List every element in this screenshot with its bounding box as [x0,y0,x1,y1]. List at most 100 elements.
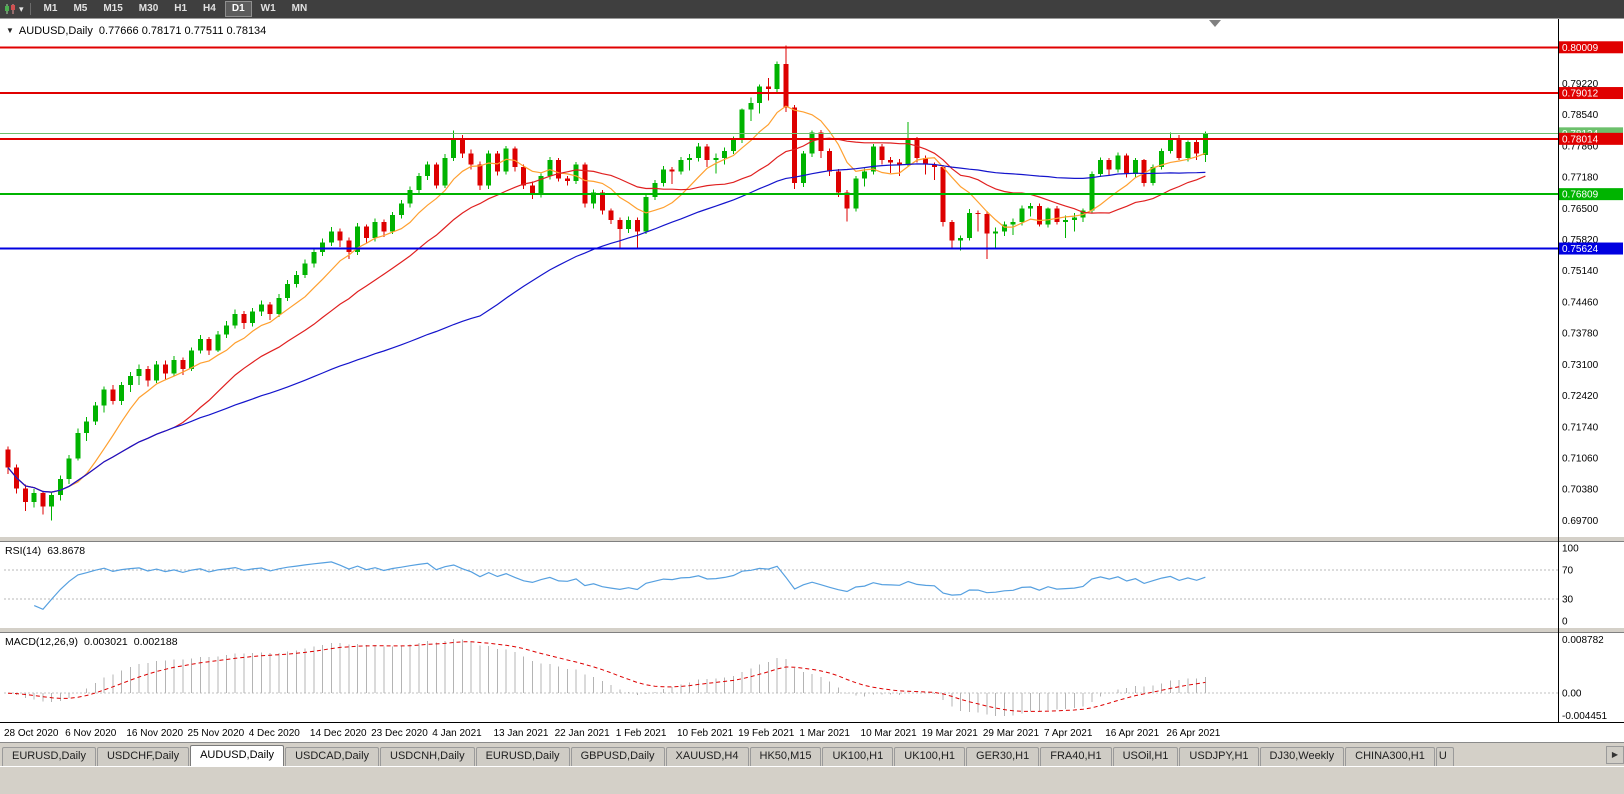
rsi-scale-label: 30 [1562,595,1574,606]
price-tag-0.75624: 0.75624 [1559,242,1623,255]
svg-text:0.78540: 0.78540 [1562,110,1599,121]
chart-tab-hk50-m15-8[interactable]: HK50,M15 [749,747,822,766]
svg-text:0.73100: 0.73100 [1562,360,1599,371]
date-label: 7 Apr 2021 [1044,728,1093,739]
price-tag-0.78014: 0.78014 [1559,132,1623,145]
svg-text:0.70380: 0.70380 [1562,485,1599,496]
chart-tab-xauusd-h4-7[interactable]: XAUUSD,H4 [665,747,749,766]
chart-tab-uk100-h1-10[interactable]: UK100,H1 [894,747,966,766]
rsi-scale-label: 0 [1562,617,1568,628]
svg-text:0.77860: 0.77860 [1562,141,1599,152]
ma-fast-line [7,105,1206,493]
date-label: 1 Feb 2021 [616,728,667,739]
macd-histogram [16,639,1206,716]
svg-text:0.76500: 0.76500 [1562,204,1599,215]
chart-tab-usdchf-daily-1[interactable]: USDCHF,Daily [96,747,190,766]
chart-canvas[interactable]: 0.79220 0.78540 0.77860 0.77180 0.76500 0.758… [0,18,1624,742]
date-label: 10 Feb 2021 [677,728,734,739]
svg-text:0.71060: 0.71060 [1562,453,1599,464]
chart-tab-usdcad-daily-3[interactable]: USDCAD,Daily [285,747,380,766]
tabbar-scroll-right-button[interactable]: ▶ [1606,746,1624,764]
time-axis[interactable]: 28 Oct 2020 6 Nov 2020 16 Nov 2020 25 Nov 2… [4,728,1221,739]
panel-separator[interactable] [0,536,1624,542]
timeframe-button-m30[interactable]: M30 [138,3,159,14]
svg-text:0.80009: 0.80009 [1562,43,1599,54]
date-label: 16 Apr 2021 [1105,728,1159,739]
macd-signal-line [7,641,1206,712]
date-label: 14 Dec 2020 [310,728,367,739]
svg-text:0.75140: 0.75140 [1562,266,1599,277]
candlestick-chart-icon [5,4,15,14]
chart-tab-u-17[interactable]: U [1435,747,1454,766]
ma-medium-line [7,137,1206,493]
date-label: 25 Nov 2020 [188,728,245,739]
rsi-scale-label: 70 [1562,565,1574,576]
svg-text:0.78014: 0.78014 [1562,134,1599,145]
date-label: 23 Dec 2020 [371,728,428,739]
macd-scale-label: 0.00 [1562,689,1582,700]
status-bar [0,766,1624,794]
chart-tab-dj30-weekly-15[interactable]: DJ30,Weekly [1259,747,1345,766]
date-label: 6 Nov 2020 [65,728,117,739]
timeframe-button-m15[interactable]: M15 [103,3,123,14]
date-label: 1 Mar 2021 [799,728,850,739]
chart-tab-usoil-h1-13[interactable]: USOil,H1 [1112,747,1179,766]
svg-text:0.73780: 0.73780 [1562,329,1599,340]
svg-text:0.69700: 0.69700 [1562,516,1599,527]
timeframe-button-w1[interactable]: W1 [260,3,276,14]
date-label: 22 Jan 2021 [555,728,610,739]
date-label: 4 Dec 2020 [249,728,301,739]
macd-panel: 0.008782 0.00 -0.004451 [4,635,1607,722]
svg-text:0.75624: 0.75624 [1562,244,1599,255]
chart-tab-china300-h1-16[interactable]: CHINA300,H1 [1345,747,1435,766]
chart-tab-eurusd-daily-5[interactable]: EURUSD,Daily [475,747,570,766]
timeframe-button-d1[interactable]: D1 [224,1,252,17]
rsi-scale-label: 100 [1562,544,1579,555]
chart-tab-uk100-h1-9[interactable]: UK100,H1 [822,747,894,766]
ma-slow-line [7,163,1206,493]
chart-tab-fra40-h1-12[interactable]: FRA40,H1 [1040,747,1112,766]
svg-text:0.71740: 0.71740 [1562,422,1599,433]
timeframe-button-h4[interactable]: H4 [203,3,216,14]
timeframe-button-m5[interactable]: M5 [73,3,88,14]
svg-text:0.79220: 0.79220 [1562,79,1599,90]
price-tag-0.76809: 0.76809 [1559,188,1623,201]
price-tag-0.80009: 0.80009 [1559,41,1623,54]
chart-shift-marker[interactable] [1209,20,1221,27]
chart-tab-audusd-daily-2[interactable]: AUDUSD,Daily [190,745,285,766]
collapse-indicators-icon[interactable]: ▼ [6,26,14,35]
macd-scale-label: -0.004451 [1562,711,1607,722]
timeframe-buttons: M1 M5 M15 M30 H1 H4 D1 W1 MN [36,1,316,17]
date-label: 13 Jan 2021 [493,728,548,739]
chart-type-icon[interactable]: ▾ [4,3,24,15]
chart-tab-usdjpy-h1-14[interactable]: USDJPY,H1 [1179,747,1259,766]
svg-text:0.76809: 0.76809 [1562,190,1599,201]
timeframe-button-mn[interactable]: MN [291,3,308,14]
panel-separator[interactable] [0,627,1624,633]
macd-scale-label: 0.008782 [1562,635,1604,646]
chart-tab-gbpusd-daily-6[interactable]: GBPUSD,Daily [570,747,665,766]
date-label: 19 Mar 2021 [922,728,979,739]
price-scale-labels: 0.79220 0.78540 0.77860 0.77180 0.76500 0.758… [1562,79,1599,527]
price-tag-0.79012: 0.79012 [1559,87,1623,100]
rsi-panel: 100 70 30 0 [4,544,1579,628]
timeframe-button-m1[interactable]: M1 [43,3,58,14]
svg-text:0.77180: 0.77180 [1562,173,1599,184]
date-label: 4 Jan 2021 [432,728,482,739]
svg-text:0.74460: 0.74460 [1562,297,1599,308]
chart-tab-bar: EURUSD,Daily USDCHF,Daily AUDUSD,Daily USDC… [0,742,1624,766]
date-label: 10 Mar 2021 [861,728,918,739]
chart-tab-usdcnh-daily-4[interactable]: USDCNH,Daily [380,747,475,766]
chart-type-dropdown-icon[interactable]: ▾ [19,3,24,14]
chart-tab-eurusd-daily-0[interactable]: EURUSD,Daily [2,747,96,766]
svg-text:0.72420: 0.72420 [1562,391,1599,402]
toolbar-separator [29,3,31,15]
timeframe-button-h1[interactable]: H1 [174,3,188,14]
svg-text:0.75820: 0.75820 [1562,235,1599,246]
date-label: 28 Oct 2020 [4,728,59,739]
chart-tab-ger30-h1-11[interactable]: GER30,H1 [966,747,1040,766]
date-label: 26 Apr 2021 [1166,728,1220,739]
date-label: 16 Nov 2020 [126,728,183,739]
chart-window: 0.79220 0.78540 0.77860 0.77180 0.76500 0.758… [0,18,1624,742]
timeframe-toolbar: ▾ M1 M5 M15 M30 H1 H4 D1 W1 MN [0,0,1624,18]
